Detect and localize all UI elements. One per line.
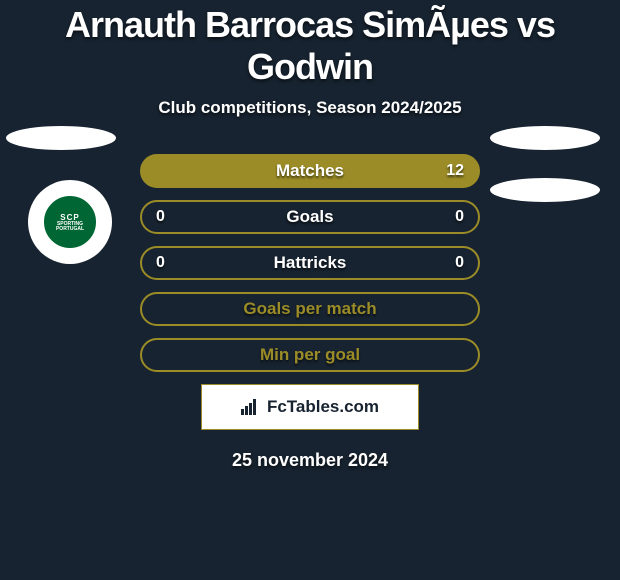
stat-row-gpm: Goals per match [140, 292, 480, 326]
date-text: 25 november 2024 [0, 450, 620, 471]
stat-right-value: 0 [434, 254, 464, 272]
stat-row-goals: 0 Goals 0 [140, 200, 480, 234]
stat-right-value: 0 [434, 208, 464, 226]
player-oval-right-1 [490, 126, 600, 150]
page-subtitle: Club competitions, Season 2024/2025 [0, 98, 620, 118]
stat-row-matches: Matches 12 [140, 154, 480, 188]
watermark-box: FcTables.com [201, 384, 419, 430]
stats-block: Matches 12 0 Goals 0 0 Hattricks 0 Goals… [0, 154, 620, 372]
stat-row-hattricks: 0 Hattricks 0 [140, 246, 480, 280]
stat-left-value: 0 [156, 254, 186, 272]
stat-left-value: 0 [156, 208, 186, 226]
stat-label: Min per goal [260, 345, 360, 365]
stat-label: Hattricks [274, 253, 347, 273]
stat-label: Goals per match [243, 299, 376, 319]
page-title: Arnauth Barrocas SimÃµes vs Godwin [0, 4, 620, 88]
stat-right-value: 12 [434, 162, 464, 180]
bar-chart-icon [241, 399, 261, 415]
stat-label: Goals [286, 207, 333, 227]
stat-row-mpg: Min per goal [140, 338, 480, 372]
main-container: Arnauth Barrocas SimÃµes vs Godwin Club … [0, 0, 620, 471]
watermark-text: FcTables.com [267, 397, 379, 417]
player-oval-left [6, 126, 116, 150]
stat-label: Matches [276, 161, 344, 181]
